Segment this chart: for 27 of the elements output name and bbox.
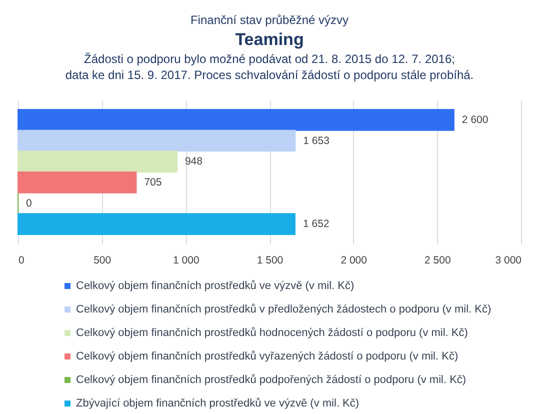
data-label: 1 652: [302, 218, 330, 230]
bar: [18, 172, 137, 194]
legend-label: Celkový objem finančních prostředků v předložených žádostech o podporu (v mil. Kč): [76, 304, 492, 316]
bar: [18, 109, 454, 131]
x-tick-label: 2 000: [340, 254, 368, 266]
text: Finanční stav průběžné výzvy: [190, 13, 349, 27]
x-tick-label: 2 500: [424, 254, 451, 266]
chart-subtitle: Žádosti o podporu bylo možné podávat od 21. 8. 2015 do 12. 7. 2016; data ke dni 15. 9. 2017. Proces schvalování žádostí o podporu stále probíhá.: [65, 52, 474, 82]
legend-label: Celkový objem finančních prostředků hodnocených žádostí o podporu (v mil. Kč): [76, 327, 468, 339]
legend-label: Celkový objem finančních prostředků vyřazených žádostí o podporu (v mil. Kč): [76, 350, 458, 362]
chart-title: Teaming: [235, 30, 304, 49]
x-tick-label: 500: [94, 254, 112, 266]
x-tick-label: 0: [18, 254, 24, 266]
bar: [18, 150, 178, 172]
legend-label: Celkový objem finančních prostředků podpořených žádostí o podporu (v mil. Kč): [76, 374, 466, 386]
legend-label: Celkový objem finančních prostředků ve výzvě (v mil. Kč): [76, 280, 354, 292]
bar: [18, 130, 296, 152]
bar: [18, 213, 296, 235]
x-tick-label: 1 500: [256, 254, 284, 266]
data-label: 948: [184, 156, 203, 168]
x-tick-label: 1 000: [173, 254, 200, 266]
data-label: 705: [144, 176, 162, 188]
legend-label: Zbývající objem finančních prostředků ve výzvě (v mil. Kč): [76, 398, 360, 410]
data-label: 1 653: [303, 134, 330, 147]
data-label: 0: [26, 197, 32, 210]
x-tick-label: 3 000: [495, 254, 522, 266]
data-label: 2 600: [462, 114, 488, 126]
